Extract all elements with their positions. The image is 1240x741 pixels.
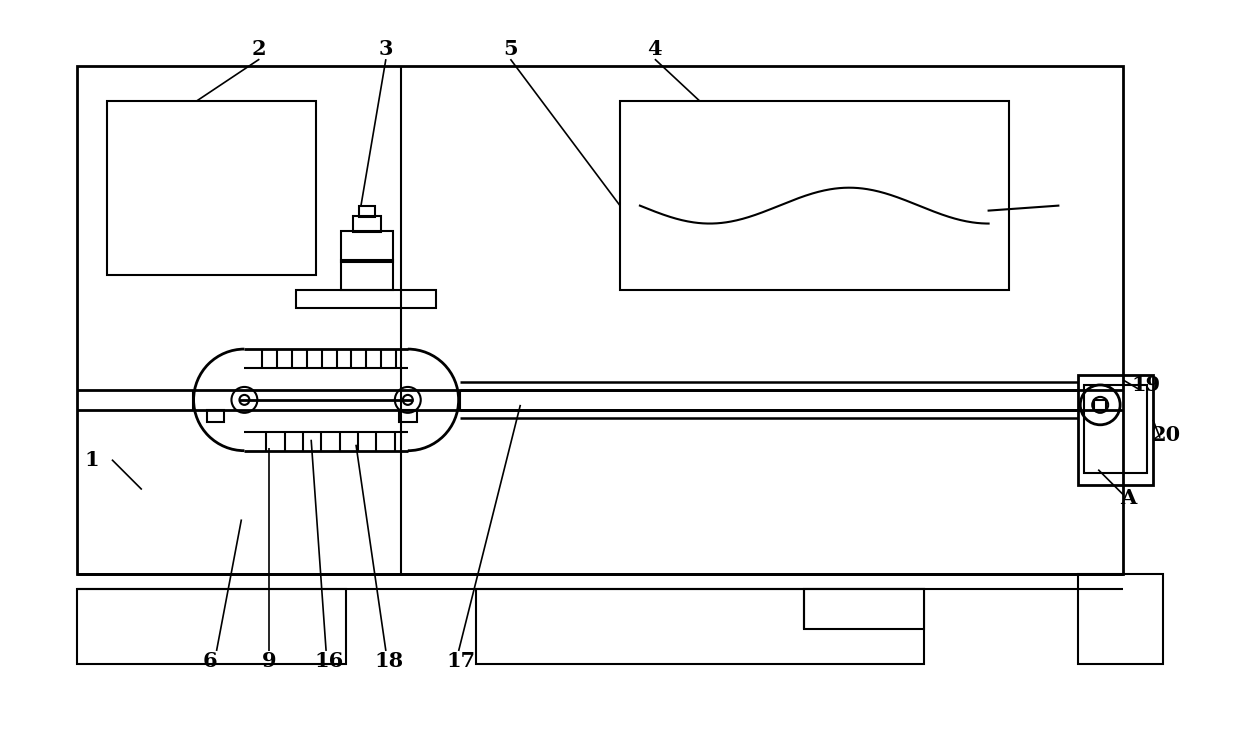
Bar: [1084, 385, 1147, 473]
Bar: [341, 260, 393, 290]
Text: 2: 2: [252, 39, 267, 59]
Bar: [296, 290, 435, 308]
Text: 1: 1: [84, 450, 99, 470]
Bar: [1079, 375, 1153, 485]
Text: 20: 20: [1152, 425, 1180, 445]
Bar: [620, 101, 1008, 290]
Text: 3: 3: [378, 39, 393, 59]
Text: A: A: [1120, 488, 1136, 508]
Bar: [476, 589, 924, 664]
Text: 16: 16: [315, 651, 343, 671]
Bar: [107, 101, 316, 276]
Bar: [805, 589, 924, 629]
Text: 9: 9: [262, 651, 277, 671]
Circle shape: [403, 395, 413, 405]
Bar: [353, 216, 381, 231]
Bar: [77, 589, 346, 664]
Text: 17: 17: [446, 651, 475, 671]
Text: 4: 4: [647, 39, 662, 59]
Bar: [1079, 574, 1163, 664]
Bar: [360, 205, 374, 216]
Bar: [207, 410, 224, 422]
Text: 18: 18: [374, 651, 403, 671]
Text: 5: 5: [503, 39, 518, 59]
Text: 6: 6: [202, 651, 217, 671]
Bar: [1094, 400, 1106, 410]
Bar: [341, 230, 393, 262]
Bar: [77, 66, 1123, 574]
Bar: [399, 410, 417, 422]
Text: 19: 19: [1131, 375, 1161, 395]
Circle shape: [239, 395, 249, 405]
